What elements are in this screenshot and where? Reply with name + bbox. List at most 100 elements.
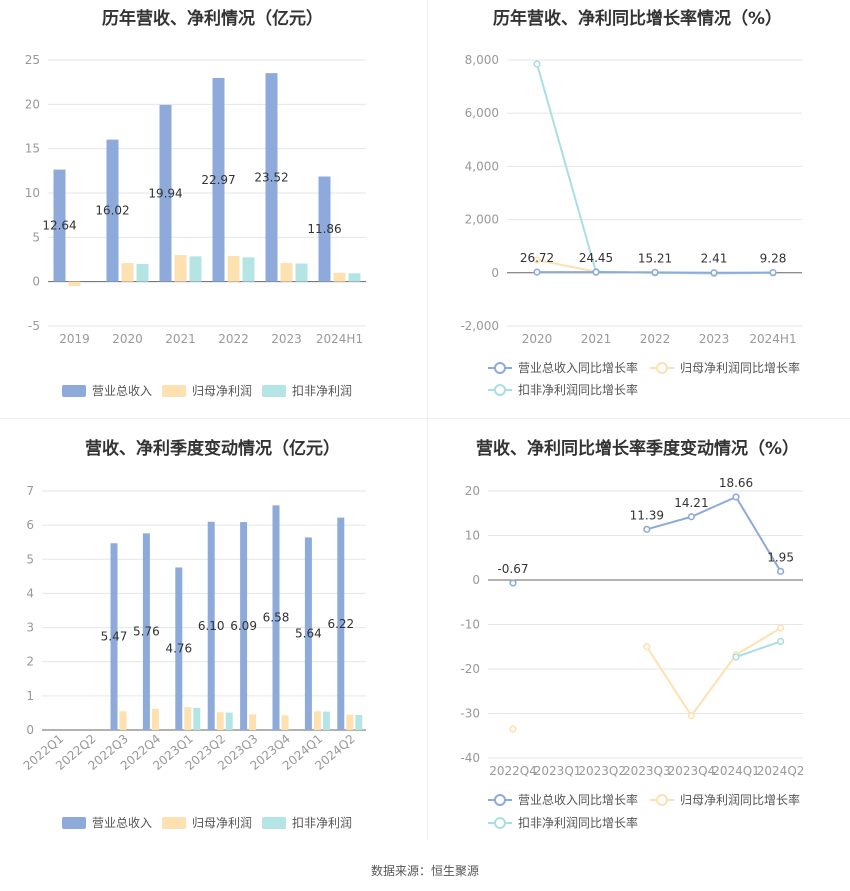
- quarterly-amount-panel: 营收、净利季度变动情况（亿元） 7 6 5 4 3 2 1 0 2022Q1 2022Q2 5.47…: [0, 425, 425, 845]
- bar-deducted: [193, 707, 201, 730]
- bar-revenue: [110, 543, 118, 730]
- bar-netprofit: [280, 263, 293, 282]
- x-tick-label: 2023Q2: [578, 764, 626, 778]
- bar-netprofit: [184, 707, 192, 730]
- x-tick-label: 2022Q4: [489, 764, 537, 778]
- data-label: 6.10: [198, 619, 225, 633]
- legend-label: 扣非净利润同比增长率: [518, 815, 638, 830]
- data-label: 15.21: [638, 251, 672, 265]
- annual-amount-panel: 历年营收、净利情况（亿元） 25 20 15 10 5 0 -5 12.64 2019 16.02…: [0, 0, 425, 410]
- annual-amount-title: 历年营收、净利情况（亿元）: [102, 9, 323, 29]
- y-tick-label: -30: [460, 707, 480, 721]
- y-tick-label: -20: [460, 662, 480, 676]
- x-tick-label: 2023: [699, 332, 730, 346]
- legend-label: 营业总收入: [92, 816, 152, 830]
- bar-revenue: [240, 522, 248, 730]
- y-tick-label: -5: [28, 319, 40, 333]
- data-label: 16.02: [95, 204, 129, 218]
- bar-netprofit: [68, 281, 81, 287]
- x-tick-label: 2021: [581, 332, 612, 346]
- x-tick-label: 2020: [112, 332, 143, 346]
- y-tick-label: 25: [25, 53, 40, 67]
- y-tick-label: 4: [26, 586, 34, 600]
- y-tick-label: 8,000: [465, 53, 499, 67]
- data-label: 14.21: [674, 496, 708, 510]
- data-label: 6.22: [327, 617, 354, 631]
- data-point-revenue_line: [509, 579, 517, 587]
- x-tick-label: 2019: [59, 332, 90, 346]
- data-label: 2.41: [701, 252, 728, 266]
- y-tick-label: -10: [460, 618, 480, 632]
- y-tick-label: 5: [26, 552, 34, 566]
- y-tick-label: 0: [472, 573, 480, 587]
- legend-swatch: [162, 385, 186, 397]
- data-point-revenue_line: [687, 513, 696, 521]
- y-tick-label: 20: [25, 97, 40, 111]
- bar-netprofit: [281, 715, 289, 730]
- bar-deducted: [136, 263, 149, 282]
- x-tick-label: 2023Q1: [534, 764, 582, 778]
- legend-swatch: [62, 817, 86, 829]
- x-tick-label: 2022: [218, 332, 249, 346]
- quarterly-growth-title: 营收、净利同比增长率季度变动情况（%）: [475, 439, 800, 459]
- bar-revenue: [159, 104, 172, 282]
- x-tick-label: 2020: [522, 332, 553, 346]
- legend-swatch: [62, 385, 86, 397]
- series-line-revenue_line: [646, 495, 782, 572]
- series-line-deducted_line: [536, 63, 774, 275]
- bar-netprofit: [151, 708, 159, 730]
- legend-swatch-marker: [656, 362, 668, 374]
- x-tick-label: 2024H1: [316, 332, 363, 346]
- y-tick-label: -2,000: [460, 319, 499, 333]
- data-point-revenue_line: [769, 268, 777, 277]
- legend-label: 营业总收入同比增长率: [518, 792, 638, 807]
- quarterly-amount-chart: 765432102022Q12022Q25.472022Q35.762022Q4…: [21, 484, 366, 830]
- data-point-netprofit_line: [643, 643, 651, 651]
- data-point-deducted_line: [732, 653, 740, 661]
- y-tick-label: 0: [26, 723, 34, 737]
- annual-growth-panel: 历年营收、净利同比增长率情况（%） 8,000 6,000 4,000 2,000 0 -…: [425, 0, 850, 410]
- legend-swatch: [262, 385, 286, 397]
- data-point-deducted_line: [777, 637, 785, 646]
- bar-deducted: [355, 714, 363, 730]
- data-label: -0.67: [497, 562, 528, 576]
- bar-revenue: [272, 505, 280, 730]
- bar-revenue: [304, 537, 312, 730]
- data-source-note: 数据来源：恒生聚源: [370, 864, 479, 878]
- legend-swatch-marker: [494, 817, 506, 829]
- bar-deducted: [322, 711, 330, 730]
- data-point-revenue_line: [777, 567, 785, 575]
- y-tick-label: 5: [32, 230, 40, 244]
- bar-revenue: [175, 567, 183, 730]
- data-label: 12.64: [42, 219, 76, 233]
- bar-revenue: [142, 533, 150, 730]
- data-point-revenue_line: [592, 268, 600, 276]
- quarterly-growth-panel: 营收、净利同比增长率季度变动情况（%） 20 10 0 -10 -20 -30 -40 202…: [425, 425, 850, 845]
- data-label: 24.45: [579, 251, 613, 265]
- legend-label: 归母净利润同比增长率: [680, 792, 800, 807]
- y-tick-label: 2: [26, 655, 34, 669]
- x-tick-label: 2023: [271, 332, 302, 346]
- y-tick-label: 0: [491, 266, 499, 280]
- bar-deducted: [348, 273, 361, 282]
- data-label: 26.72: [520, 251, 554, 265]
- data-point-deducted_line: [533, 60, 541, 68]
- y-tick-label: 15: [25, 142, 40, 156]
- y-tick-label: 10: [465, 529, 480, 543]
- legend-swatch-marker: [494, 794, 506, 806]
- annual-growth-title: 历年营收、净利同比增长率情况（%）: [492, 9, 783, 29]
- series-line-netprofit_line: [645, 627, 782, 718]
- data-point-revenue_line: [533, 268, 541, 276]
- bar-revenue: [53, 169, 66, 282]
- y-tick-label: -40: [460, 751, 480, 765]
- y-tick-label: 0: [32, 275, 40, 289]
- data-label: 19.94: [148, 186, 182, 200]
- annual-growth-chart: 8,000 6,000 4,000 2,000 0 -2,000 2020 2021 2022 2…: [460, 53, 802, 397]
- bar-revenue: [212, 77, 225, 282]
- legend-label: 归母净利润: [192, 816, 252, 830]
- x-tick-label: 2023Q3: [623, 764, 671, 778]
- y-tick-label: 1: [26, 689, 34, 703]
- data-label: 11.39: [630, 508, 664, 522]
- bar-revenue: [106, 139, 119, 282]
- data-point-netprofit_line: [777, 624, 785, 632]
